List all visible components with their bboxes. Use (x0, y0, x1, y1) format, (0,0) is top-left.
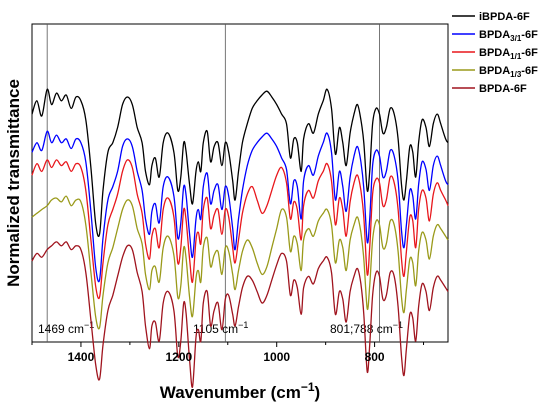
legend-label-subscript: 1/3 (510, 70, 522, 79)
series-line-2 (31, 130, 449, 283)
legend-label-subscript: 3/1 (510, 34, 522, 43)
legend-label-tail: -6F (521, 65, 538, 77)
x-axis-ticks: 1400 1200 1000 800 (31, 342, 425, 364)
reference-label-1105: 1105 cm−1 (193, 320, 248, 336)
x-axis-label-main: Wavenumber (cm (160, 383, 301, 402)
reference-label-text: 1105 cm (193, 322, 238, 336)
plot-frame (31, 23, 449, 343)
reference-lines: 1469 cm−1 1105 cm−1 801;788 cm−1 (38, 24, 403, 342)
legend-label-main: BPDA (479, 29, 510, 41)
legend-label-2: BPDA3/1-6F (479, 29, 538, 43)
legend-label-4: BPDA1/3-6F (479, 65, 538, 79)
legend-label-main: iBPDA-6F (479, 11, 530, 23)
legend-label-3: BPDA1/1-6F (479, 47, 538, 61)
reference-label-text: 1469 cm (38, 322, 84, 336)
spectra-series (31, 88, 449, 388)
legend-label-main: BPDA-6F (479, 83, 527, 95)
reference-label-exponent: −1 (393, 320, 403, 330)
legend-label-5: BPDA-6F (479, 83, 527, 95)
reference-label-text: 801;788 cm (330, 322, 393, 336)
x-tick-label-800: 800 (365, 350, 385, 364)
legend-label-main: BPDA (479, 47, 510, 59)
series-line-5 (31, 241, 449, 388)
reference-label-790: 801;788 cm−1 (330, 320, 403, 336)
reference-label-exponent: −1 (238, 320, 248, 330)
legend-label-1: iBPDA-6F (479, 11, 530, 23)
reference-label-exponent: −1 (84, 320, 94, 330)
reference-label-1469: 1469 cm−1 (38, 320, 94, 336)
x-axis-label-close: ) (315, 383, 321, 402)
legend-label-tail: -6F (521, 47, 538, 59)
x-tick-label-1000: 1000 (263, 350, 290, 364)
x-axis-label: Wavenumber (cm−1) (160, 380, 320, 402)
legend-label-tail: -6F (521, 29, 538, 41)
series-line-1 (31, 88, 449, 238)
legend: iBPDA-6FBPDA3/1-6FBPDA1/1-6FBPDA1/3-6FBP… (452, 11, 538, 95)
legend-label-main: BPDA (479, 65, 510, 77)
series-line-4 (31, 195, 449, 330)
series-line-3 (31, 159, 449, 300)
x-axis-label-exponent: −1 (301, 380, 315, 394)
legend-label-subscript: 1/1 (510, 52, 522, 61)
y-axis-label: Normalized transmittance (4, 79, 23, 287)
x-tick-label-1200: 1200 (165, 350, 192, 364)
x-tick-label-1400: 1400 (68, 350, 95, 364)
